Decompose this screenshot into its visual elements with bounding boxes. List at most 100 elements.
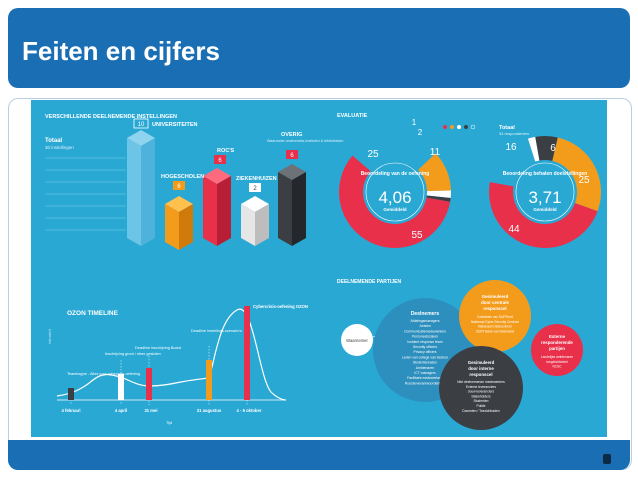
donut2-label-44: 44 <box>508 224 520 235</box>
donut1-value: 4,06 <box>378 188 411 207</box>
rocs-building <box>203 168 231 246</box>
donut1-slice-4 <box>426 195 451 202</box>
donut2-label-25: 25 <box>578 175 590 186</box>
evaluation-section: EVALUATIE Totaal 34 respondenten Beoorde… <box>337 113 601 249</box>
timeline-drop-lines <box>70 310 248 405</box>
timeline-axis-label: Tijd <box>166 421 172 425</box>
participant-item: Communicatiemedewerkers <box>404 329 446 333</box>
universities-label: UNIVERSITEITEN <box>152 122 198 128</box>
ziekenhuizen-count-box <box>249 183 261 192</box>
external-title-1: Externe <box>549 334 566 339</box>
donut1-inner-ring <box>365 162 425 222</box>
donut2-label-6: 6 <box>550 143 556 154</box>
central-response-item: CERT Bank van Nederland <box>476 329 515 333</box>
internal-response-item: Stakeholders <box>471 394 491 398</box>
external-party-item: Landelijke ambtenaren <box>541 355 573 359</box>
participant-item: Facilitaire medewerkers <box>407 376 443 380</box>
external-party-item: toegelichtsheid <box>546 360 567 364</box>
donut2-sub: Gemiddeld <box>533 207 557 212</box>
participant-item: Ambtenaren <box>416 366 435 370</box>
milestone-2-date: 4 april <box>115 408 127 413</box>
internal-response-title-1: Gesimuleerd <box>468 360 495 365</box>
rocs-count: 6 <box>218 158 222 164</box>
overig-label: OVERIG <box>281 132 302 138</box>
participant-item: Juristen <box>419 324 431 328</box>
external-title-3: partijen <box>549 346 565 351</box>
institutions-section: VERSCHILLENDE DEELNEMENDE INSTELLINGEN T… <box>45 114 343 250</box>
parties-section: DEELNEMENDE PARTIJEN Waarnemer Deelnemer… <box>337 279 583 430</box>
ziekenhuizen-building <box>241 196 269 246</box>
donut1-title: Beoordeling van de oefening <box>361 171 430 177</box>
milestone-3-label: Deadline inschrijving Board <box>135 346 181 350</box>
participant-item: Leden van college van bestuur <box>402 355 449 359</box>
participant-item: Privacy officers <box>414 350 437 354</box>
donut2-value: 3,71 <box>528 188 561 207</box>
donut2-chart <box>489 136 601 248</box>
institutions-heading: VERSCHILLENDE DEELNEMENDE INSTELLINGEN <box>45 114 177 120</box>
central-response-title-1: Gesimuleerd <box>482 294 509 299</box>
hogescholen-building <box>165 196 193 250</box>
donut1-slice-1 <box>352 136 436 172</box>
donut1-slice-3 <box>426 190 452 199</box>
overig-count-box <box>286 150 298 159</box>
timeline-side-label: Intensiteit <box>48 329 52 344</box>
donut2-slice-2 <box>527 136 540 162</box>
donut2-title: Beoordeling behalen doelstellingen <box>503 171 587 177</box>
internal-response-title-2: door interne <box>468 366 494 371</box>
central-response-item: Nationaal Cyber Security Centrum <box>471 320 520 324</box>
internal-response-title-3: responscel <box>469 372 492 377</box>
central-response-title-2: door centrale <box>481 300 509 305</box>
participant-item: Personeelszaken <box>412 335 438 339</box>
milestone-1-date: 4 februari <box>61 408 80 413</box>
donut1-sub: Gemiddeld <box>383 207 407 212</box>
internal-response-item: Docenten / Toezichtraden <box>462 409 499 413</box>
ziekenhuizen-count: 2 <box>253 186 257 192</box>
participant-item: Security officers <box>413 345 437 349</box>
hogescholen-count-box <box>173 181 185 190</box>
donut2-slice-0 <box>489 181 598 248</box>
smiley-scale-icon <box>443 124 476 130</box>
hogescholen-count: 6 <box>177 184 181 190</box>
milestone-3-date: 31 mei <box>144 408 157 413</box>
institutions-gridlines <box>45 157 126 231</box>
participants-title: Deelnemers <box>411 311 440 317</box>
donut2-label-2: 2 <box>539 144 544 153</box>
milestone-5-label: Cybercrisis-oefening OZON <box>253 304 308 309</box>
timeline-section: OZON TIMELINE Intensiteit Tijd Teambagne… <box>48 304 308 425</box>
donut1-slice-2 <box>418 153 451 192</box>
universities-count-box <box>133 118 149 129</box>
donut1-label-11: 11 <box>430 147 441 158</box>
milestone-1-label: Teambagne - Alles voor cybercrim-oefenin… <box>67 372 140 376</box>
participant-item: Incident response team <box>407 340 442 344</box>
internal-response-item: Niet deelnemende medewerkers <box>457 380 505 384</box>
institutions-total-label: Totaal <box>45 138 63 144</box>
slide-footer-band <box>8 440 630 470</box>
overig-count: 6 <box>290 153 294 159</box>
central-response-item: Crisisteam van SURFcert <box>477 315 513 319</box>
rocs-label: ROC'S <box>217 148 235 154</box>
evaluation-total-value: 34 respondenten <box>499 131 529 136</box>
central-response-circle <box>459 280 531 352</box>
participant-item: Afdelingsmanagers <box>410 319 439 323</box>
donut2-slice-4 <box>552 137 601 212</box>
milestone-4-date: 31 augustus <box>197 408 222 413</box>
donut2-slice-3 <box>535 136 558 161</box>
donut2-inner-ring <box>515 162 575 222</box>
observer-label: Waarnemer <box>346 338 368 343</box>
donut1-label-55: 55 <box>411 230 423 241</box>
overig-note: Waaronder onderzoeks-instituten & biblio… <box>267 139 343 143</box>
external-circle <box>531 324 583 376</box>
hogescholen-label: HOGESCHOLEN <box>161 174 204 180</box>
overig-building <box>278 164 306 246</box>
participant-item: Roosterverantwoordelijken <box>405 381 445 385</box>
internal-response-circle <box>439 346 523 430</box>
donut1-slice-0 <box>338 155 451 249</box>
central-response-title-3: responscel <box>483 306 506 311</box>
donut1-label-2: 2 <box>418 128 423 137</box>
timeline-curve <box>56 308 287 401</box>
universities-building <box>127 130 155 246</box>
timeline-heading: OZON TIMELINE <box>67 310 119 317</box>
donut1-chart <box>338 136 452 249</box>
donut1-label-1: 1 <box>412 118 417 127</box>
